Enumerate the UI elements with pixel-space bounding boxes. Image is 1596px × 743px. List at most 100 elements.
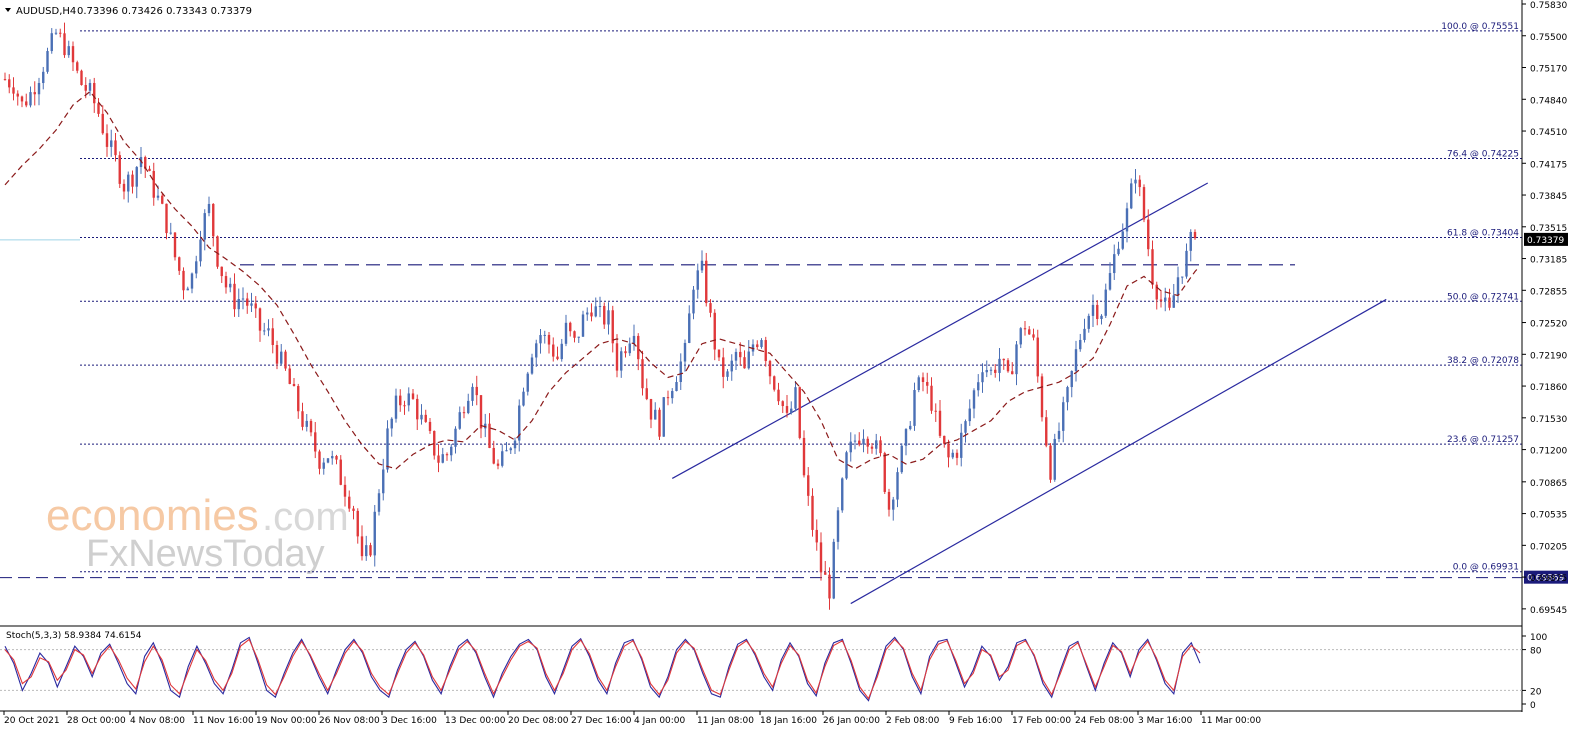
candle-body: [1074, 349, 1078, 371]
candle-body: [985, 370, 988, 373]
candle-body: [399, 395, 402, 406]
candle-body: [288, 368, 291, 384]
candle-body: [190, 273, 194, 289]
horizontal-levels: 0.69869 0.73379: [0, 232, 1568, 584]
candle-body: [246, 298, 249, 306]
candle-body: [688, 313, 691, 343]
candle-body: [182, 270, 185, 291]
candle-body: [620, 351, 623, 371]
candle-body: [726, 371, 729, 377]
time-tick-label: 11 Jan 08:00: [697, 716, 754, 726]
candle-body: [54, 32, 58, 34]
candle-body: [1015, 344, 1018, 375]
candle-body: [590, 312, 593, 317]
candle-body: [1057, 430, 1061, 439]
candle-body: [696, 270, 699, 290]
candle-body: [1134, 179, 1137, 184]
watermark-line1-suffix: .com: [262, 495, 349, 539]
price-tick-label: 0.75500: [1530, 33, 1567, 43]
candle-body: [29, 92, 32, 106]
candle-body: [683, 342, 687, 362]
candle-body: [1053, 438, 1056, 480]
price-tick-label: 0.72190: [1530, 351, 1567, 361]
time-tick-label: 26 Nov 08:00: [319, 716, 380, 726]
dropdown-triangle-icon[interactable]: [5, 8, 11, 12]
candle-body: [717, 349, 721, 358]
candle-body: [603, 306, 606, 325]
candle-body: [343, 484, 347, 497]
candle-body: [80, 70, 83, 86]
price-tick-label: 0.73185: [1530, 256, 1567, 266]
candle-body: [832, 541, 835, 599]
candle-body: [671, 391, 674, 399]
time-tick-label: 11 Nov 16:00: [193, 716, 254, 726]
candle-body: [875, 440, 878, 449]
stoch-series-line: [4, 638, 1201, 700]
candle-body: [624, 351, 627, 354]
candle-body: [1159, 299, 1163, 301]
candle-body: [339, 459, 342, 485]
candle-body: [76, 62, 79, 71]
candle-body: [386, 428, 389, 470]
candle-body: [377, 493, 381, 512]
candle-body: [556, 356, 559, 360]
price-tick-label: 0.71530: [1530, 415, 1567, 425]
candle-body: [1117, 248, 1120, 255]
candle-body: [739, 351, 742, 358]
candle-body: [229, 283, 232, 288]
candle-body: [573, 331, 576, 338]
candle-body: [1189, 231, 1192, 251]
price-tick-label: 0.70205: [1530, 542, 1567, 552]
candle-body: [662, 397, 665, 437]
candle-body: [254, 303, 257, 309]
candle-body: [479, 395, 483, 429]
candle-body: [743, 357, 746, 369]
candle-body: [301, 411, 304, 427]
candle-body: [114, 140, 117, 156]
time-tick-label: 28 Oct 00:00: [67, 716, 126, 726]
time-tick-label: 19 Nov 00:00: [256, 716, 317, 726]
time-tick-label: 20 Dec 08:00: [508, 716, 569, 726]
candle-body: [586, 312, 589, 315]
candle-body: [679, 361, 682, 383]
time-tick-label: 4 Jan 00:00: [634, 716, 686, 726]
candle-body: [1040, 376, 1044, 418]
candle-body: [93, 82, 96, 104]
fib-level-label: 23.6 @ 0.71257: [1447, 435, 1519, 445]
candle-body: [1091, 304, 1095, 316]
candle-body: [258, 308, 262, 331]
candle-body: [709, 303, 712, 313]
candle-body: [97, 103, 100, 114]
candle-body: [722, 357, 725, 377]
candle-body: [271, 328, 274, 346]
candle-body: [292, 383, 296, 387]
candle-body: [139, 157, 143, 168]
candle-body: [144, 157, 147, 169]
candle-body: [509, 448, 512, 451]
candle-body: [131, 174, 134, 187]
candle-body: [199, 239, 202, 262]
time-tick-label: 2 Feb 08:00: [886, 716, 940, 726]
price-tick-label: 0.72855: [1530, 287, 1567, 297]
candle-body: [981, 372, 984, 383]
candle-body: [824, 572, 827, 575]
candle-body: [794, 387, 797, 409]
stoch-tick-label: 100: [1530, 633, 1547, 643]
candle-body: [1125, 208, 1129, 232]
price-tick-label: 0.73845: [1530, 192, 1567, 202]
candle-body: [250, 303, 253, 306]
time-tick-label: 17 Feb 00:00: [1012, 716, 1071, 726]
candle-body: [1087, 315, 1090, 329]
candle-body: [1049, 445, 1052, 480]
chart-header: AUDUSD,H4 0.73396 0.73426 0.73343 0.7337…: [5, 6, 252, 17]
time-tick-label: 3 Dec 16:00: [382, 716, 437, 726]
candle-body: [135, 167, 138, 187]
candle-body: [122, 183, 126, 192]
candle-body: [1083, 328, 1086, 340]
candle-body: [1023, 328, 1027, 330]
candle-body: [513, 440, 517, 449]
candle-body: [594, 306, 597, 317]
candle-body: [373, 511, 376, 556]
candle-body: [1185, 250, 1188, 277]
candle-body: [127, 174, 130, 192]
